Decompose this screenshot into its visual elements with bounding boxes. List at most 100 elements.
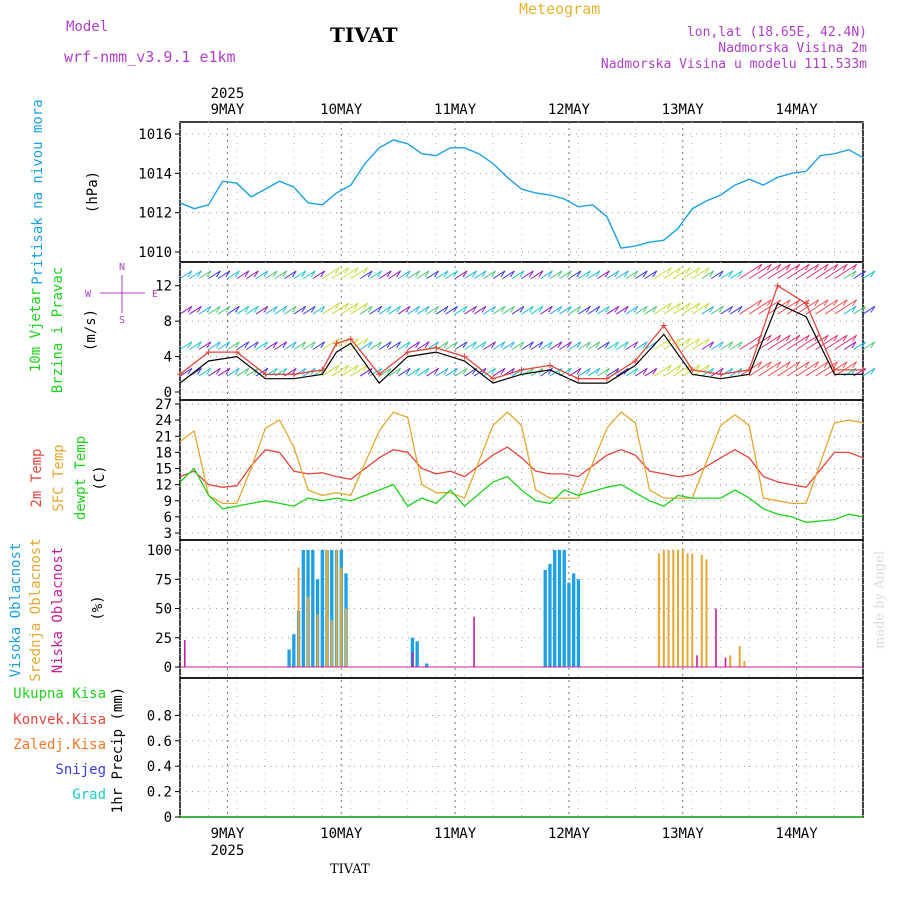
wind-barb-flag [585,306,591,313]
footer-city: TIVAT [330,862,370,877]
wind-barb [246,270,259,280]
wind-barb-flag [282,368,288,375]
page-title: TIVAT [330,23,398,47]
wind-barb-flag [528,341,534,349]
wind-barb [578,341,591,350]
wind-barb [284,341,297,350]
wind-barb-flag [604,341,610,349]
y-tick-temp-18: 18 [155,445,172,461]
wind-barb-flag [604,270,610,278]
wind-barb [824,299,848,315]
wind-barb [246,367,259,377]
wind-barb-flag [585,368,591,375]
wind-barb [691,302,710,315]
wind-barb-flag [870,341,876,349]
wind-barb-flag [804,334,810,342]
wind-barb-flag [510,341,515,349]
wind-barb-flag [272,341,278,349]
wind-barb [625,341,639,350]
wind-barb [397,367,411,377]
wind-barb-flag [633,306,639,313]
wind-barb-flag [253,270,259,278]
wind-barb [739,334,763,350]
wind-barb [606,270,620,280]
elevation-label: Nadmorska Visina 2m [718,41,867,56]
top-year-label: 2025 [211,86,245,102]
cloud-bar-mid [316,614,319,667]
wind-barb-flag [472,341,477,349]
wind-barb-flag [652,368,658,375]
wind-barb-flag [642,306,648,313]
cloud-bar-mid [326,550,329,667]
wind-barb [673,338,691,350]
legend-convective-rain: Konvek.Kisa [13,712,106,728]
wind-barb-flag [272,368,278,375]
y-tick-precip-0.2: 0.2 [147,785,172,801]
wind-barb-flag [547,341,553,349]
wind-barb-flag [757,264,763,271]
wind-barb-flag [795,361,801,369]
wind-barb [388,270,401,280]
wind-barb-flag [196,306,202,313]
wind-barb-flag [851,270,857,278]
wind-barb [663,364,682,377]
series-line-dew [179,467,864,523]
wind-barb-flag [576,368,582,375]
wind-barb [198,367,212,377]
wind-barb [777,334,800,350]
wind-barb [397,341,411,350]
wind-barb [720,341,733,350]
series-line-sfc [179,411,864,505]
wind-barb-flag [852,361,858,369]
wind-barb [502,270,515,280]
cloud-bar-high [320,550,324,667]
watermark: made by Angel [872,551,888,649]
wind-barb-flag [272,306,278,313]
x-tick-bottom-12MAY: 12MAY [548,826,591,842]
wind-barb-flag [595,341,601,349]
wind-barb [644,270,657,280]
wind-barb [748,361,772,377]
x-tick-top-14MAY: 14MAY [776,102,819,118]
cloud-unit: (%) [90,595,106,620]
wind-barb-flag [737,306,743,313]
wind-barb [748,299,772,315]
wind-barb [682,267,701,280]
wind-barb [824,361,848,377]
wind-barb-flag [244,368,250,375]
y-tick-cloud-25: 25 [155,631,172,647]
wind-barb-flag [353,364,359,372]
wind-barb [796,263,819,280]
wind-barb-flag [215,270,221,278]
wind-barb [654,302,672,315]
wind-barb-flag [386,341,392,349]
series-line-gust [179,284,863,380]
wind-barb [388,341,401,350]
wind-barb [293,270,307,280]
temp-unit: (C) [92,465,108,490]
x-tick-bottom-11MAY: 11MAY [434,826,477,842]
wind-barb-flag [704,364,710,372]
wind-barb-flag [386,368,392,375]
wind-barb [492,341,506,350]
wind-barb-flag [795,299,801,307]
y-tick-pressure-1012: 1012 [138,206,172,222]
wind-barb-flag [623,341,629,349]
wind-barb-flag [225,341,231,349]
wind-barb [587,367,601,377]
wind-barb [673,267,691,280]
y-tick-temp-3: 3 [164,526,172,542]
cloud-bar-mid [681,550,684,667]
wind-barb [606,341,620,350]
wind-barb [568,270,582,280]
precip-ylabel: 1hr Precip (mm) [110,687,126,813]
wind-barb-flag [244,341,250,349]
wind-barb-flag [386,270,392,278]
wind-barb-flag [206,306,212,313]
wind-barb [540,341,553,350]
wind-barb [293,341,307,350]
wind-barb-flag [642,270,648,278]
wind-barb-flag [804,264,810,271]
wind-barb [407,367,420,377]
wind-barb [322,364,340,377]
